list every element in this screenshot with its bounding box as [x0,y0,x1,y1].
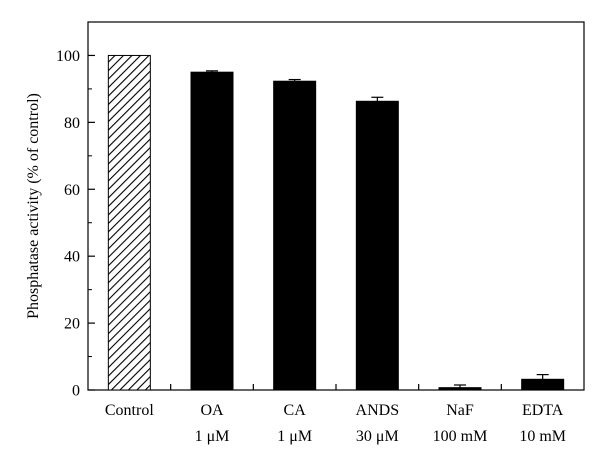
bar-naf [438,387,482,391]
x-tick-dose-label: 30 μM [356,428,399,445]
bar-ca [273,80,317,391]
y-tick-label: 0 [72,383,80,400]
y-tick-label: 100 [56,48,80,65]
bar-ands [355,100,399,391]
y-axis-ticks: 0 20 40 60 80 100 [56,48,95,400]
y-tick-label: 40 [64,249,80,266]
y-tick-label: 80 [64,115,80,132]
bar-control [107,54,151,391]
x-tick-dose-label: 1 μM [277,428,312,445]
y-axis-title: Phosphatase activity (% of control) [25,93,42,319]
x-tick-label: Control [105,402,154,419]
x-tick-dose-label: 1 μM [195,428,230,445]
error-bars-group [206,70,549,388]
bar-edta [521,378,565,391]
x-tick-dose-label: 10 mM [519,428,566,445]
bar-oa [190,71,234,391]
x-tick-label: CA [284,402,307,419]
bars-group [107,54,565,391]
y-tick-label: 20 [64,316,80,333]
x-tick-label: EDTA [522,402,564,419]
x-axis-labels: Control OA 1 μM CA 1 μM ANDS 30 μM NaF 100 mM EDT… [105,402,566,445]
y-tick-label: 60 [64,182,80,199]
x-tick-dose-label: 100 mM [433,428,488,445]
x-tick-label: NaF [446,402,474,419]
x-axis-ticks [170,384,502,390]
x-tick-label: ANDS [356,402,400,419]
plot-frame [87,21,585,391]
x-tick-label: OA [200,402,224,419]
